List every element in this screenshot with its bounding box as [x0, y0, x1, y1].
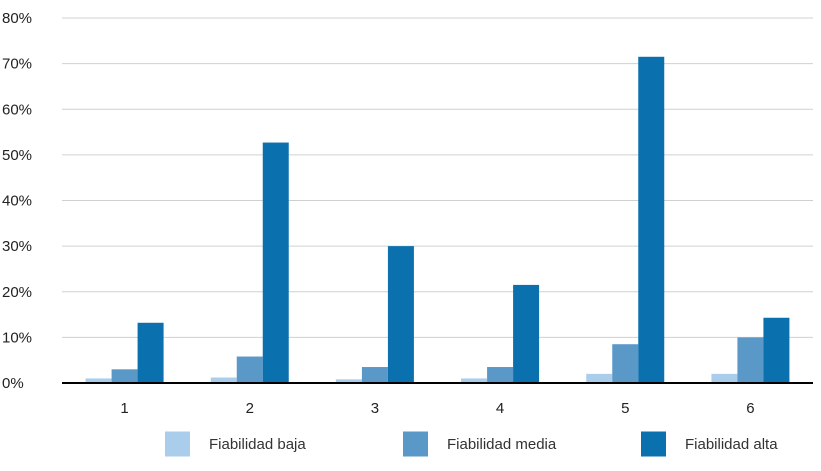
bar-fiabilidad-baja-1 [85, 378, 112, 383]
bar-fiabilidad-alta-4 [513, 284, 540, 383]
y-tick-label: 80% [2, 10, 32, 27]
bar-fiabilidad-alta-5 [638, 56, 665, 383]
x-axis-tick-labels: 1 2 3 4 5 6 [120, 400, 754, 417]
y-tick-label: 20% [2, 284, 32, 301]
bar-fiabilidad-alta-3 [387, 246, 414, 383]
bar-fiabilidad-media-5 [612, 344, 639, 383]
x-tick-label: 5 [621, 400, 629, 417]
y-tick-label: 10% [2, 329, 32, 346]
bar-fiabilidad-baja-6 [711, 373, 738, 383]
y-tick-label: 30% [2, 238, 32, 255]
y-tick-label: 70% [2, 56, 32, 73]
legend-label: Fiabilidad baja [209, 436, 306, 453]
x-tick-label: 1 [120, 400, 128, 417]
bar-fiabilidad-media-3 [361, 367, 388, 383]
bar-fiabilidad-baja-3 [335, 379, 362, 383]
bar-fiabilidad-baja-4 [461, 378, 488, 383]
x-tick-label: 2 [246, 400, 254, 417]
y-tick-label: 0% [2, 375, 24, 392]
bar-fiabilidad-alta-6 [763, 317, 790, 383]
bar-fiabilidad-baja-5 [586, 373, 613, 383]
legend: Fiabilidad baja Fiabilidad media Fiabilida… [165, 431, 778, 457]
legend-swatch [641, 431, 666, 457]
y-tick-label: 60% [2, 101, 32, 118]
legend-swatch [403, 431, 428, 457]
grid-lines [62, 17, 813, 338]
bar-fiabilidad-alta-1 [137, 322, 164, 383]
y-tick-label: 50% [2, 147, 32, 164]
bar-fiabilidad-media-2 [236, 356, 263, 383]
bar-fiabilidad-baja-2 [210, 377, 237, 383]
legend-label: Fiabilidad alta [685, 436, 778, 453]
bar-fiabilidad-media-6 [737, 337, 764, 383]
x-tick-label: 3 [371, 400, 379, 417]
x-tick-label: 6 [746, 400, 754, 417]
y-axis-tick-labels: 0% 10% 20% 30% 40% 50% 60% 70% 80% [2, 10, 32, 392]
bar-fiabilidad-alta-2 [262, 142, 289, 383]
x-tick-label: 4 [496, 400, 504, 417]
legend-label: Fiabilidad media [447, 436, 557, 453]
y-tick-label: 40% [2, 193, 32, 210]
legend-swatch [165, 431, 190, 457]
bars [85, 56, 790, 383]
bar-fiabilidad-media-1 [111, 369, 138, 383]
bar-fiabilidad-media-4 [487, 367, 514, 383]
